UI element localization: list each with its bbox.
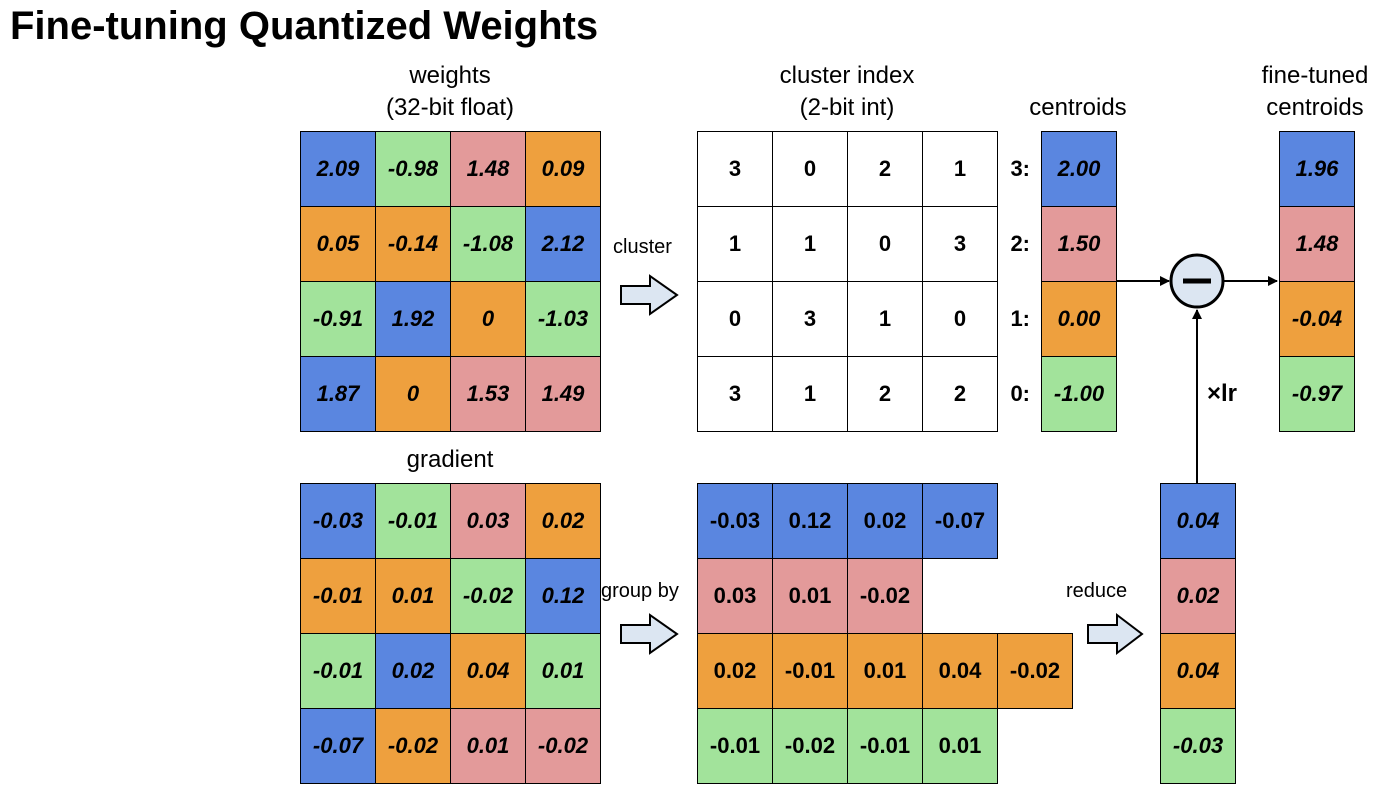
cluster-index-cell: 0: [922, 281, 998, 357]
gradient-cell: 0.01: [525, 633, 601, 709]
gradient-cell: -0.02: [525, 708, 601, 784]
reduced-gradient-cell: 0.04: [1160, 483, 1236, 559]
gradient-cell: -0.01: [375, 483, 451, 559]
grouped-gradient-cell: 0.04: [922, 633, 998, 709]
gradient-cell: -0.03: [300, 483, 376, 559]
centroids-column: 2.00 1.50 0.00 -1.00: [1041, 131, 1117, 432]
times-lr-label: ×lr: [1207, 380, 1238, 407]
finetuned-centroid-cell: -0.97: [1279, 356, 1355, 432]
weight-cell: 2.12: [525, 206, 601, 282]
reduced-gradient-column: 0.04 0.02 0.04 -0.03: [1160, 483, 1236, 784]
cluster-index-cell: 0: [772, 131, 848, 207]
cluster-arrow-label: cluster: [613, 236, 672, 258]
cluster-index-cell: 2: [922, 356, 998, 432]
reduced-gradient-cell: 0.04: [1160, 633, 1236, 709]
reduce-arrow-label: reduce: [1066, 580, 1128, 602]
weight-cell: 0.09: [525, 131, 601, 207]
weight-cell: 1.92: [375, 281, 451, 357]
grouped-gradient-row: 0.03 0.01 -0.02: [697, 558, 923, 634]
grouped-gradient-cell: 0.02: [697, 633, 773, 709]
cluster-index-label-line2: (2-bit int): [799, 94, 895, 121]
gradient-cell: -0.02: [450, 558, 526, 634]
gradient-cell: 0.02: [525, 483, 601, 559]
gradient-grid: -0.03 -0.01 0.03 0.02 -0.01 0.01 -0.02 0.12 -0.0…: [300, 483, 601, 784]
reduced-gradient-cell: 0.02: [1160, 558, 1236, 634]
weight-cell: -1.03: [525, 281, 601, 357]
weights-label-line1: weights: [409, 62, 491, 89]
weights-label-line2: (32-bit float): [385, 94, 515, 121]
gradient-cell: 0.12: [525, 558, 601, 634]
cluster-index-label: cluster index (2-bit int): [697, 60, 997, 124]
reduced-gradient-cell: -0.03: [1160, 708, 1236, 784]
cluster-index-cell: 3: [697, 356, 773, 432]
cluster-index-cell: 0: [847, 206, 923, 282]
groupby-block-arrow: [620, 613, 679, 655]
grouped-gradient-cell: -0.07: [922, 483, 998, 559]
grouped-gradient-cell: -0.02: [847, 558, 923, 634]
grouped-gradient-cell: 0.01: [922, 708, 998, 784]
weight-cell: 1.48: [450, 131, 526, 207]
gradient-cell: 0.01: [450, 708, 526, 784]
centroid-index-label: 3:: [1010, 156, 1030, 181]
cluster-index-cell: 2: [847, 131, 923, 207]
gradient-cell: 0.03: [450, 483, 526, 559]
weight-cell: -0.91: [300, 281, 376, 357]
grouped-gradient-cell: 0.02: [847, 483, 923, 559]
weight-cell: 1.49: [525, 356, 601, 432]
grouped-gradient-cell: 0.12: [772, 483, 848, 559]
grouped-gradient-cell: -0.02: [772, 708, 848, 784]
gradient-cell: -0.02: [375, 708, 451, 784]
finetuned-centroid-cell: 1.48: [1279, 206, 1355, 282]
cluster-index-cell: 3: [697, 131, 773, 207]
centroid-index-label: 2:: [1010, 231, 1030, 256]
reduce-block-arrow: [1087, 612, 1144, 656]
centroid-cell: -1.00: [1041, 356, 1117, 432]
gradient-label: gradient: [406, 446, 494, 473]
grouped-gradient-cell: -0.01: [847, 708, 923, 784]
gradient-cell: 0.04: [450, 633, 526, 709]
weight-cell: 0: [375, 356, 451, 432]
weights-grid: 2.09 -0.98 1.48 0.09 0.05 -0.14 -1.08 2.12 -0.91…: [300, 131, 601, 432]
centroid-cell: 2.00: [1041, 131, 1117, 207]
centroid-cell: 1.50: [1041, 206, 1117, 282]
centroid-index-label: 1:: [1010, 306, 1030, 331]
cluster-index-label-line1: cluster index: [779, 62, 915, 89]
cluster-index-cell: 1: [922, 131, 998, 207]
finetuned-centroids-column: 1.96 1.48 -0.04 -0.97: [1279, 131, 1355, 432]
grouped-gradient-cell: 0.01: [847, 633, 923, 709]
weight-cell: 1.87: [300, 356, 376, 432]
cluster-index-cell: 1: [772, 356, 848, 432]
page-title: Fine-tuning Quantized Weights: [10, 4, 599, 48]
grouped-gradient-cell: -0.01: [697, 708, 773, 784]
finetuned-label-line1: fine-tuned: [1261, 62, 1369, 89]
centroid-index-label: 0:: [1010, 381, 1030, 406]
finetuned-label-line2: centroids: [1266, 94, 1364, 121]
centroid-cell: 0.00: [1041, 281, 1117, 357]
finetuned-centroids-label: fine-tuned centroids: [1240, 60, 1390, 124]
grouped-gradient-row: -0.01 -0.02 -0.01 0.01: [697, 708, 998, 784]
gradient-cell: -0.01: [300, 558, 376, 634]
weight-cell: 0: [450, 281, 526, 357]
cluster-index-cell: 2: [847, 356, 923, 432]
grouped-gradient-row: -0.03 0.12 0.02 -0.07: [697, 483, 998, 559]
finetuned-centroid-cell: -0.04: [1279, 281, 1355, 357]
grouped-gradient-cell: -0.03: [697, 483, 773, 559]
grouped-gradient-cell: -0.02: [997, 633, 1073, 709]
cluster-index-cell: 0: [697, 281, 773, 357]
centroids-label: centroids: [1029, 94, 1127, 121]
cluster-block-arrow: [620, 274, 679, 316]
weight-cell: -0.14: [375, 206, 451, 282]
weights-label: weights (32-bit float): [300, 60, 600, 124]
groupby-arrow-label: group by: [601, 580, 679, 602]
weight-cell: 1.53: [450, 356, 526, 432]
